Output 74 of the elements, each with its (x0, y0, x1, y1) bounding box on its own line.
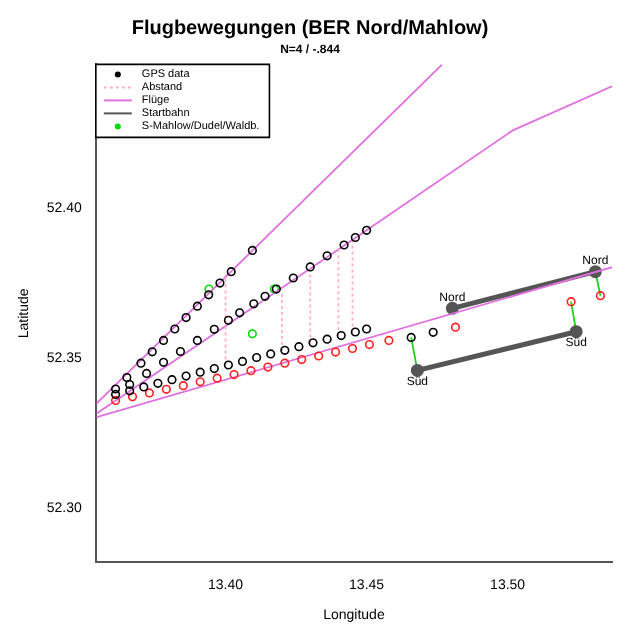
point (204, 290, 214, 300)
chart-title: Flugbewegungen (BER Nord/Mahlow) (131, 17, 489, 40)
point (215, 278, 225, 288)
point (139, 382, 149, 392)
point (223, 315, 233, 325)
point (167, 375, 177, 385)
point (330, 347, 341, 357)
point (247, 245, 257, 255)
point (181, 371, 191, 381)
point (192, 335, 202, 345)
point (249, 299, 259, 309)
point (175, 346, 186, 357)
point (125, 379, 135, 390)
point (158, 335, 169, 345)
point (195, 367, 205, 377)
point (127, 392, 138, 402)
point (450, 322, 461, 332)
point (266, 349, 276, 359)
point (125, 386, 135, 396)
point (308, 338, 318, 348)
point (350, 327, 360, 337)
point (294, 342, 304, 352)
point (192, 301, 202, 311)
point (226, 267, 236, 277)
point (153, 378, 163, 388)
point (229, 370, 239, 380)
point (122, 373, 132, 383)
point (362, 225, 372, 235)
point (362, 324, 372, 334)
point (566, 297, 576, 307)
point (260, 291, 270, 301)
point (170, 324, 180, 334)
point (280, 345, 290, 355)
point (142, 368, 152, 378)
point (110, 395, 121, 405)
point (364, 340, 375, 350)
point (178, 381, 188, 391)
point (322, 334, 332, 344)
point (110, 389, 121, 399)
point (246, 366, 256, 376)
point (322, 251, 332, 261)
point (237, 356, 248, 366)
point (181, 313, 191, 323)
point (350, 232, 360, 243)
point (445, 301, 459, 315)
point (235, 308, 245, 318)
point (288, 273, 298, 283)
point (110, 384, 121, 394)
point (161, 384, 171, 394)
point (263, 362, 273, 372)
point (204, 284, 214, 294)
point (212, 373, 222, 383)
point (347, 343, 358, 354)
point (209, 364, 219, 374)
point (195, 377, 205, 387)
point (428, 327, 438, 337)
point (247, 329, 257, 339)
point (223, 360, 233, 370)
point (339, 240, 349, 250)
point (252, 352, 262, 363)
point (384, 335, 394, 345)
point (147, 347, 157, 357)
point (158, 357, 169, 367)
point (336, 331, 346, 341)
point (209, 324, 219, 334)
point (144, 388, 155, 398)
point (297, 355, 307, 365)
point (595, 291, 606, 301)
point (136, 358, 146, 368)
point (314, 351, 324, 361)
point (406, 332, 416, 342)
point (305, 262, 315, 272)
point (280, 358, 290, 368)
point (410, 363, 424, 377)
